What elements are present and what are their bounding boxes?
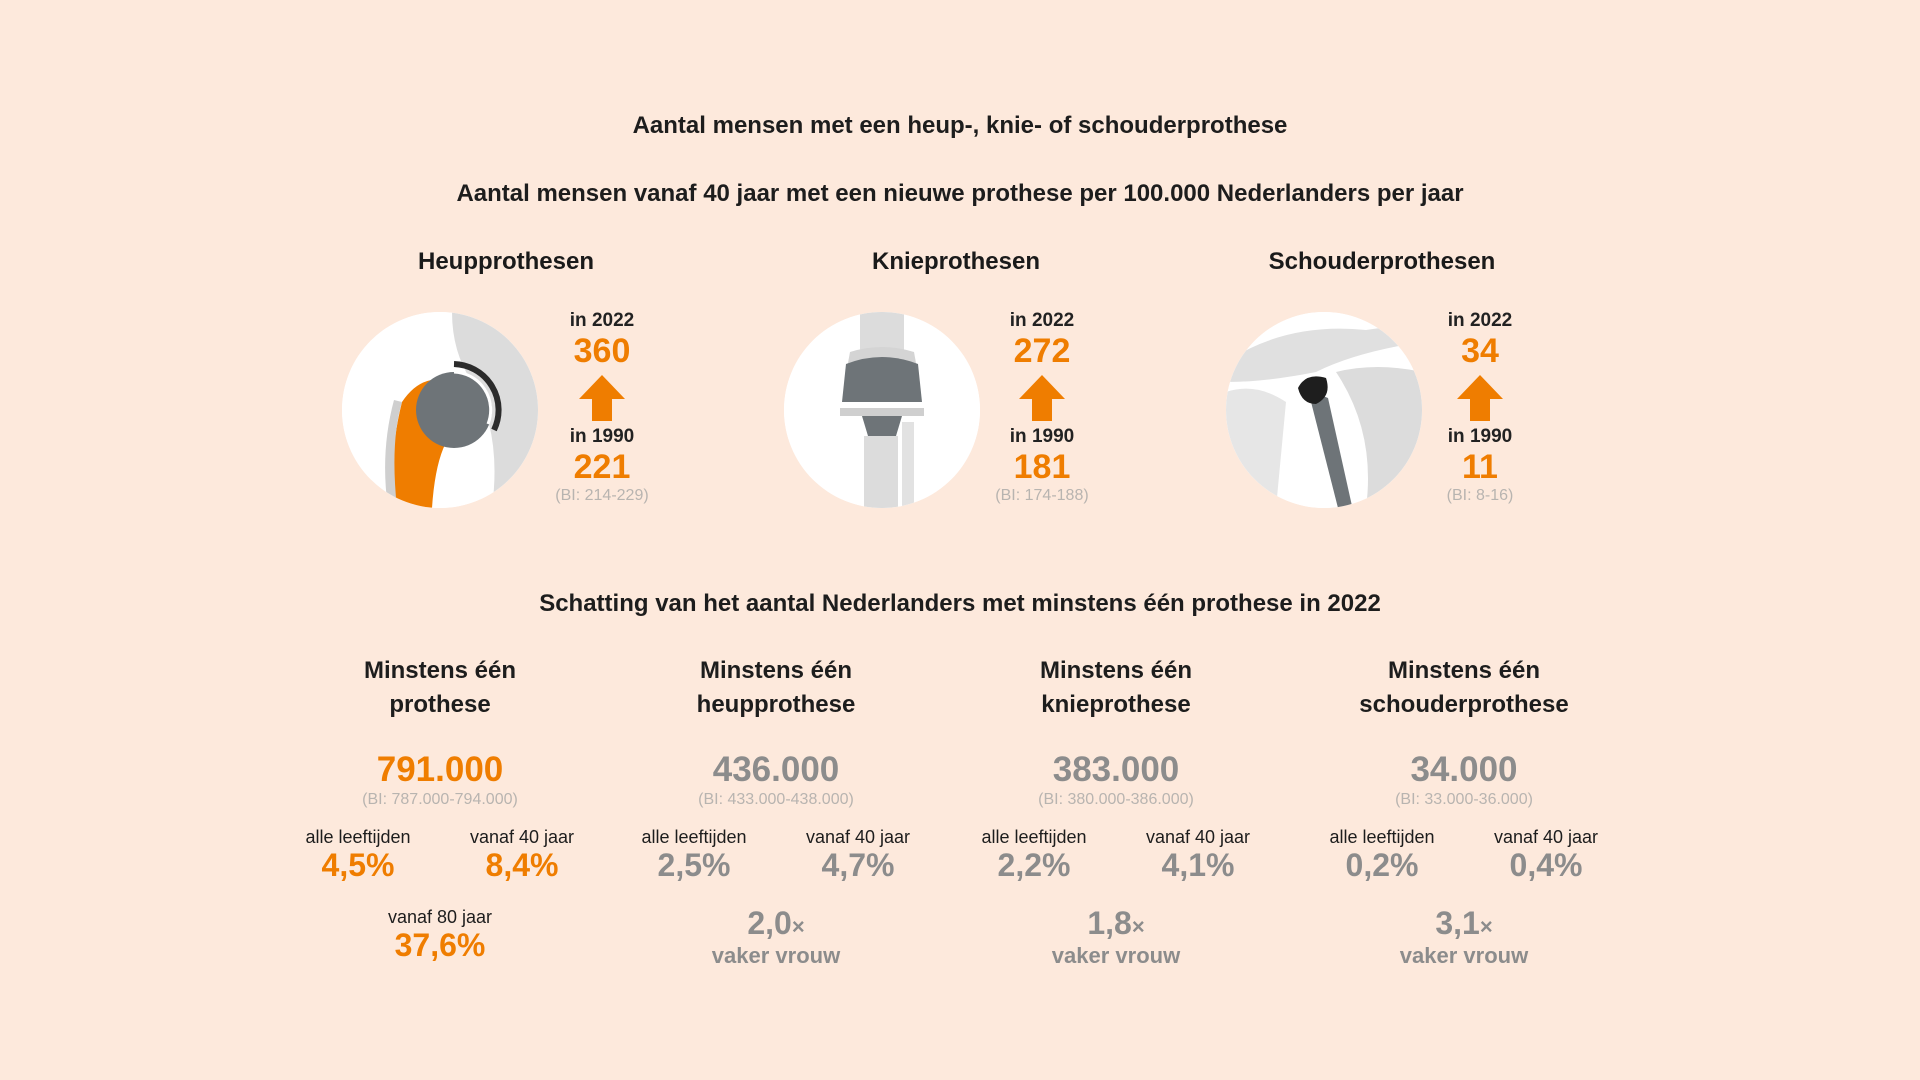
page-subtitle: Aantal mensen vanaf 40 jaar met een nieu… bbox=[456, 180, 1464, 207]
female-multiplier: 2,0× bbox=[747, 905, 805, 941]
pct-from-40: 8,4% bbox=[485, 847, 559, 883]
value-1990: 11 bbox=[1462, 448, 1498, 486]
column-title: Minstens één bbox=[363, 657, 517, 684]
hip-joint-icon bbox=[342, 312, 538, 508]
group-title-hip: Heupprothesen bbox=[417, 248, 594, 275]
confidence-interval: (BI: 214-229) bbox=[555, 487, 649, 504]
estimate-title: Schatting van het aantal Nederlanders me… bbox=[539, 590, 1381, 617]
label-from-40: vanaf 40 jaar bbox=[805, 827, 911, 847]
pct-all-ages: 2,2% bbox=[997, 847, 1071, 883]
total-value: 34.000 bbox=[1410, 750, 1518, 789]
pct-all-ages: 4,5% bbox=[321, 847, 395, 883]
column-title: knieprothese bbox=[1041, 691, 1191, 718]
column-shoulder-prosthesis: Minstens één schouderprothese 34.000 (BI… bbox=[1304, 654, 1624, 968]
increase-arrow-icon bbox=[972, 370, 1112, 426]
more-often-women: vaker vrouw bbox=[1051, 943, 1181, 968]
label-from-40: vanaf 40 jaar bbox=[1493, 827, 1599, 847]
label-2022: in 2022 bbox=[1009, 310, 1075, 331]
stat-hip: in 2022 360 in 1990 221 (BI: 214-229) bbox=[532, 310, 672, 506]
value-2022: 34 bbox=[1461, 332, 1499, 370]
total-ci: (BI: 787.000-794.000) bbox=[362, 791, 518, 808]
knee-joint-icon bbox=[784, 312, 980, 508]
label-1990: in 1990 bbox=[1447, 426, 1513, 447]
label-all-ages: alle leeftijden bbox=[1329, 827, 1435, 847]
total-value: 791.000 bbox=[376, 750, 504, 789]
column-hip-prosthesis: Minstens één heupprothese 436.000 (BI: 4… bbox=[616, 654, 936, 968]
page-title: Aantal mensen met een heup-, knie- of sc… bbox=[632, 112, 1288, 139]
value-1990: 181 bbox=[1013, 448, 1071, 486]
confidence-interval: (BI: 8-16) bbox=[1446, 487, 1514, 504]
label-all-ages: alle leeftijden bbox=[981, 827, 1087, 847]
total-ci: (BI: 433.000-438.000) bbox=[698, 791, 854, 808]
more-often-women: vaker vrouw bbox=[711, 943, 841, 968]
total-value: 436.000 bbox=[712, 750, 840, 789]
column-any-prosthesis: Minstens één prothese 791.000 (BI: 787.0… bbox=[280, 654, 600, 962]
label-from-40: vanaf 40 jaar bbox=[469, 827, 575, 847]
label-2022: in 2022 bbox=[1447, 310, 1513, 331]
pct-from-40: 4,1% bbox=[1161, 847, 1235, 883]
pct-all-ages: 2,5% bbox=[657, 847, 731, 883]
column-title: Minstens één bbox=[1039, 657, 1193, 684]
shoulder-joint-icon bbox=[1226, 312, 1422, 508]
column-title: schouderprothese bbox=[1359, 691, 1569, 718]
column-title: Minstens één bbox=[699, 657, 853, 684]
label-from-80: vanaf 80 jaar bbox=[387, 907, 493, 927]
increase-arrow-icon bbox=[1410, 370, 1550, 426]
column-title: heupprothese bbox=[696, 691, 856, 718]
stat-knee: in 2022 272 in 1990 181 (BI: 174-188) bbox=[972, 310, 1112, 506]
pct-all-ages: 0,2% bbox=[1345, 847, 1419, 883]
total-value: 383.000 bbox=[1052, 750, 1180, 789]
column-title: Minstens één bbox=[1387, 657, 1541, 684]
value-2022: 272 bbox=[1013, 332, 1071, 370]
increase-arrow-icon bbox=[532, 370, 672, 426]
female-multiplier: 1,8× bbox=[1087, 905, 1145, 941]
value-2022: 360 bbox=[573, 332, 631, 370]
column-knee-prosthesis: Minstens één knieprothese 383.000 (BI: 3… bbox=[956, 654, 1276, 968]
label-1990: in 1990 bbox=[1009, 426, 1075, 447]
pct-from-80: 37,6% bbox=[394, 927, 486, 963]
female-multiplier: 3,1× bbox=[1435, 905, 1493, 941]
column-title: prothese bbox=[389, 691, 491, 718]
label-all-ages: alle leeftijden bbox=[305, 827, 411, 847]
confidence-interval: (BI: 174-188) bbox=[995, 487, 1089, 504]
more-often-women: vaker vrouw bbox=[1399, 943, 1529, 968]
label-1990: in 1990 bbox=[569, 426, 635, 447]
total-ci: (BI: 380.000-386.000) bbox=[1038, 791, 1194, 808]
label-2022: in 2022 bbox=[569, 310, 635, 331]
pct-from-40: 0,4% bbox=[1509, 847, 1583, 883]
stat-shoulder: in 2022 34 in 1990 11 (BI: 8-16) bbox=[1410, 310, 1550, 506]
value-1990: 221 bbox=[573, 448, 631, 486]
label-all-ages: alle leeftijden bbox=[641, 827, 747, 847]
total-ci: (BI: 33.000-36.000) bbox=[1395, 791, 1533, 808]
group-title-knee: Knieprothesen bbox=[871, 248, 1041, 275]
pct-from-40: 4,7% bbox=[821, 847, 895, 883]
label-from-40: vanaf 40 jaar bbox=[1145, 827, 1251, 847]
group-title-shoulder: Schouderprothesen bbox=[1268, 248, 1496, 275]
